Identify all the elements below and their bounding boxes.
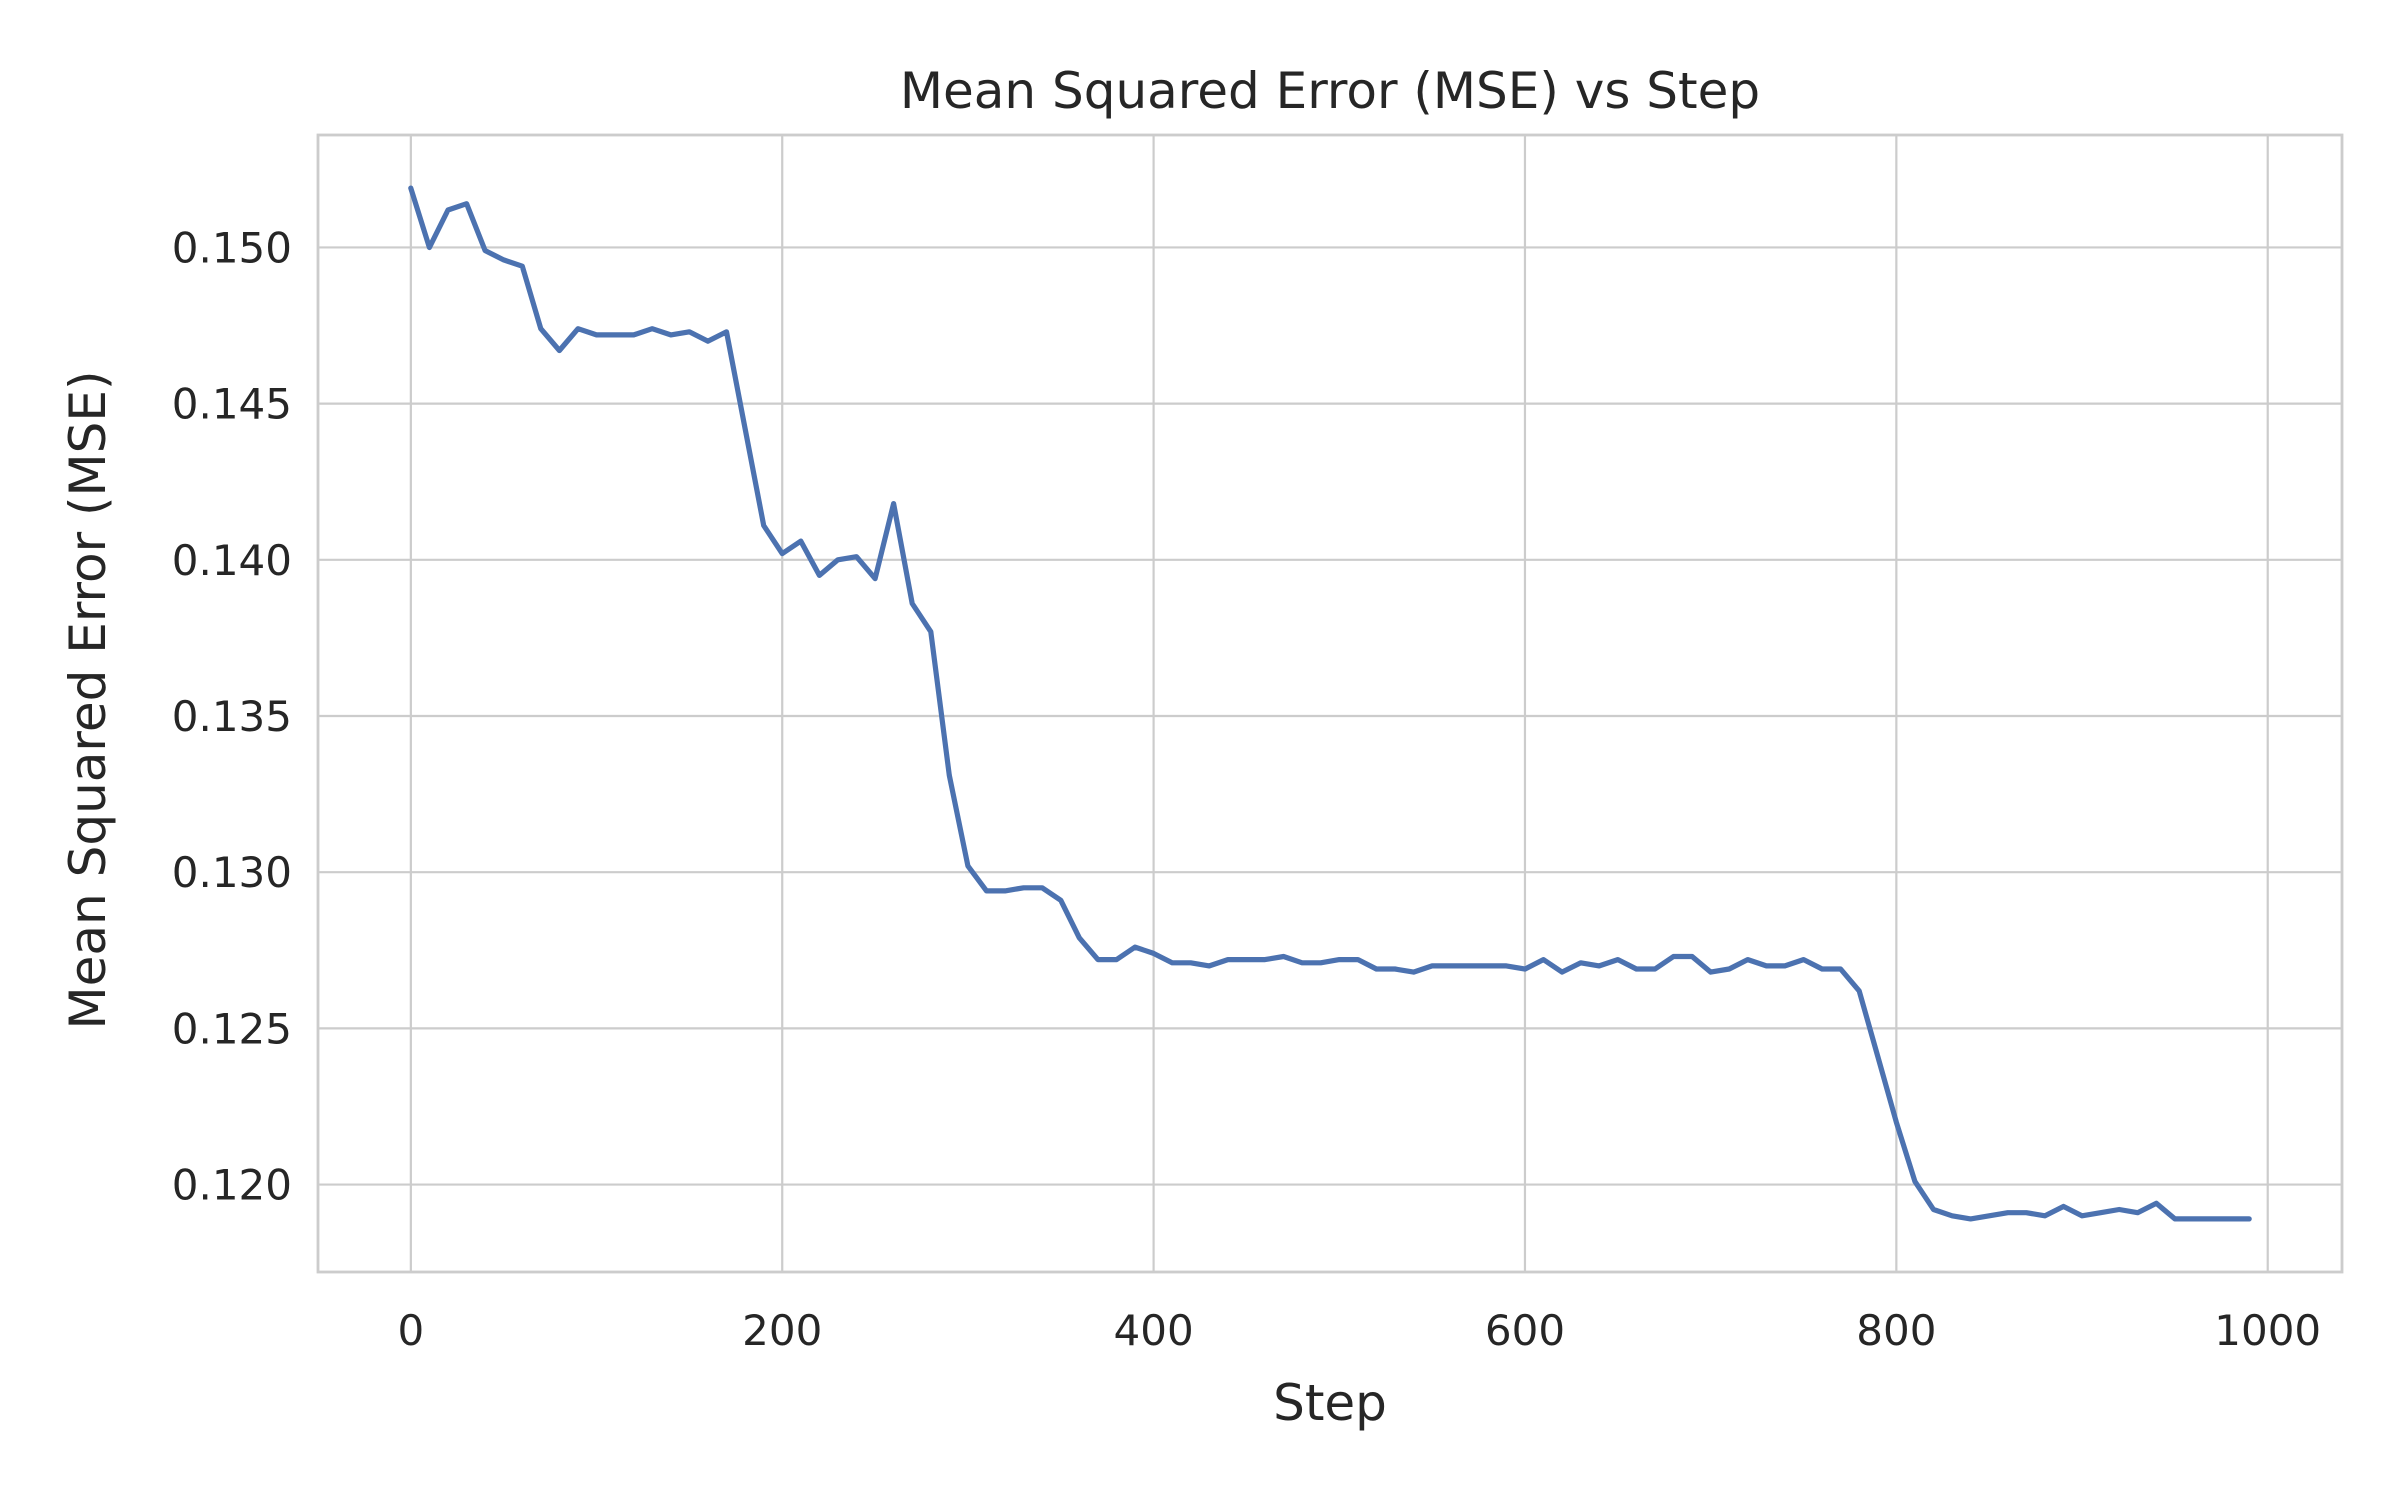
x-tick-label: 400	[1114, 1306, 1194, 1355]
y-tick-label: 0.130	[172, 848, 292, 897]
x-ticks: 0 200 400 600 800 1000	[397, 1306, 2321, 1355]
x-tick-label: 600	[1485, 1306, 1565, 1355]
series-layer	[408, 185, 2252, 1222]
y-tick-label: 0.125	[172, 1004, 292, 1053]
x-tick-label: 200	[742, 1306, 822, 1355]
chart-title: Mean Squared Error (MSE) vs Step	[900, 62, 1760, 120]
y-tick-label: 0.145	[172, 380, 292, 429]
y-tick-label: 0.135	[172, 692, 292, 741]
x-tick-label: 0	[397, 1306, 424, 1355]
y-ticks: 0.120 0.125 0.130 0.135 0.140 0.145 0.150	[172, 223, 292, 1209]
gridlines	[318, 135, 2342, 1272]
x-axis-label: Step	[1273, 1374, 1387, 1432]
y-tick-label: 0.150	[172, 223, 292, 272]
x-tick-label: 800	[1856, 1306, 1936, 1355]
y-tick-label: 0.140	[172, 536, 292, 585]
mse-series-line	[408, 185, 2252, 1222]
plot-frame	[316, 133, 2344, 1274]
y-tick-label: 0.120	[172, 1161, 292, 1210]
x-tick-label: 1000	[2214, 1306, 2321, 1355]
y-axis-label: Mean Squared Error (MSE)	[59, 370, 117, 1029]
